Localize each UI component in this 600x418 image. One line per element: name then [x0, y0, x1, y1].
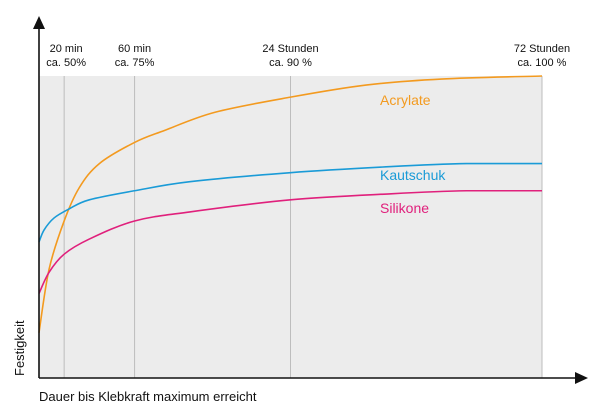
series-label-kautschuk: Kautschuk — [380, 167, 446, 183]
milestone-time-label: 24 Stunden — [262, 43, 318, 55]
milestone-percent-label: ca. 100 % — [518, 57, 567, 69]
series-line-acrylate — [38, 75, 543, 333]
series-line-silikone — [38, 189, 542, 294]
milestone-time-label: 72 Stunden — [514, 43, 570, 55]
x-axis-arrow-icon — [575, 372, 588, 384]
x-axis-title: Dauer bis Klebkraft maximum erreicht — [39, 389, 257, 404]
y-axis-arrow-icon — [33, 16, 45, 29]
series-label-silikone: Silikone — [380, 200, 429, 216]
y-axis-title: Festigkeit — [12, 320, 27, 376]
milestone-percent-label: ca. 75% — [115, 57, 155, 69]
milestone-percent-label: ca. 90 % — [269, 57, 312, 69]
grid-lines — [63, 76, 543, 378]
series-line-kautschuk — [38, 162, 542, 243]
milestone-time-label: 20 min — [50, 43, 83, 55]
milestone-labels: 20 min ca. 50% 60 min ca. 75% 24 Stunden ca. … — [46, 43, 570, 69]
milestone-percent-label: ca. 50% — [46, 57, 86, 69]
series-lines: Acrylate Kautschuk Silikone — [38, 75, 543, 333]
series-label-acrylate: Acrylate — [380, 92, 431, 108]
milestone-time-label: 60 min — [118, 43, 151, 55]
